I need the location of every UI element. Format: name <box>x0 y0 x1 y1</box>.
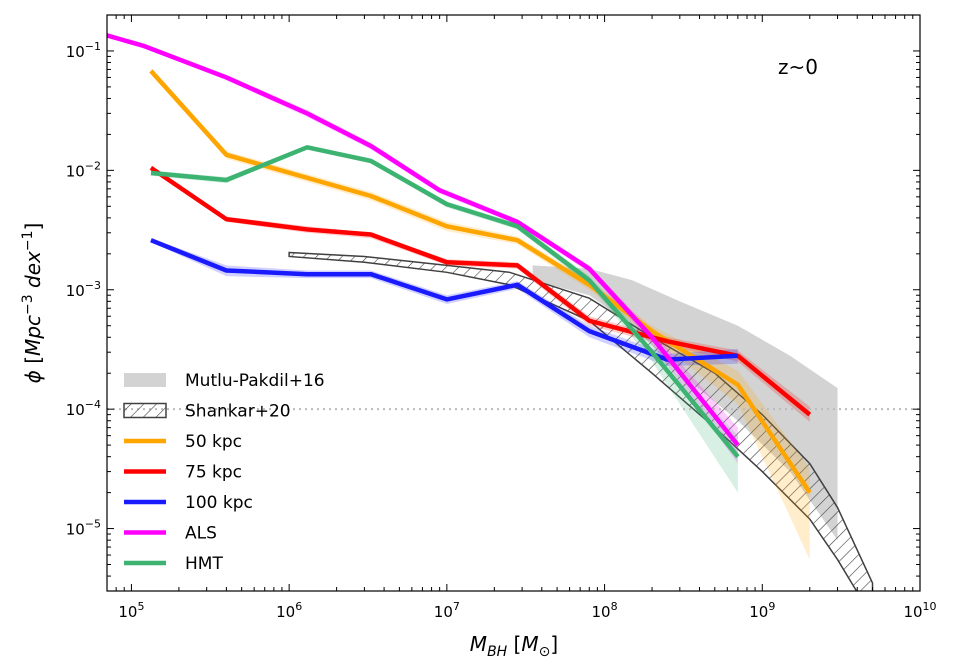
legend-label-50-kpc: 50 kpc <box>185 432 242 452</box>
y-axis-label: ϕ [Mpc−3 dex−1] <box>20 223 45 384</box>
series-line-als <box>107 33 740 447</box>
shade-als <box>107 33 738 464</box>
tick-label: 10−3 <box>66 279 101 300</box>
legend: Mutlu-Pakdil+16 Shankar+20 50 kpc 75 kpc 100… <box>123 371 325 574</box>
plot-frame <box>106 14 921 592</box>
tick-label: 105 <box>118 600 144 621</box>
tick-label: 106 <box>276 600 302 621</box>
band-mutlu-pakdil-16 <box>532 265 838 541</box>
axis-tick-labels: 105 106 107 108 109 1010 10−5 10−4 10−3 10−2 10−1 <box>66 40 937 621</box>
legend-label-shankar-20: Shankar+20 <box>185 402 291 422</box>
redshift-annotation: z~0 <box>778 55 818 79</box>
legend-swatch-mutlu-pakdil-16 <box>124 373 166 387</box>
tick-label: 109 <box>749 600 775 621</box>
series-line-50-kpc <box>149 69 812 494</box>
legend-label-mutlu-pakdil-16: Mutlu-Pakdil+16 <box>185 371 325 391</box>
tick-label: 10−5 <box>66 518 101 539</box>
shade-50-kpc <box>150 67 810 560</box>
series-lines <box>107 33 812 494</box>
tick-label: 10−2 <box>66 159 101 180</box>
legend-label-75-kpc: 75 kpc <box>185 463 242 483</box>
legend-swatch-shankar-20 <box>123 402 167 419</box>
tick-label: 10−1 <box>66 40 101 61</box>
legend-label-als: ALS <box>185 524 217 544</box>
series-line-hmt <box>150 145 740 459</box>
tick-label: 108 <box>592 600 618 621</box>
legend-label-100-kpc: 100 kpc <box>185 493 253 513</box>
x-axis-label: MBH [M⊙] <box>470 632 558 660</box>
tick-label: 1010 <box>903 600 936 621</box>
series-line-75-kpc <box>149 165 812 417</box>
series-line-100-kpc <box>150 238 738 362</box>
axis-ticks <box>106 14 921 592</box>
band-shankar-20 <box>288 251 874 591</box>
uncertainty-bands <box>107 33 874 591</box>
tick-label: 10−4 <box>66 398 101 419</box>
legend-label-hmt: HMT <box>185 554 223 574</box>
tick-label: 107 <box>434 600 460 621</box>
